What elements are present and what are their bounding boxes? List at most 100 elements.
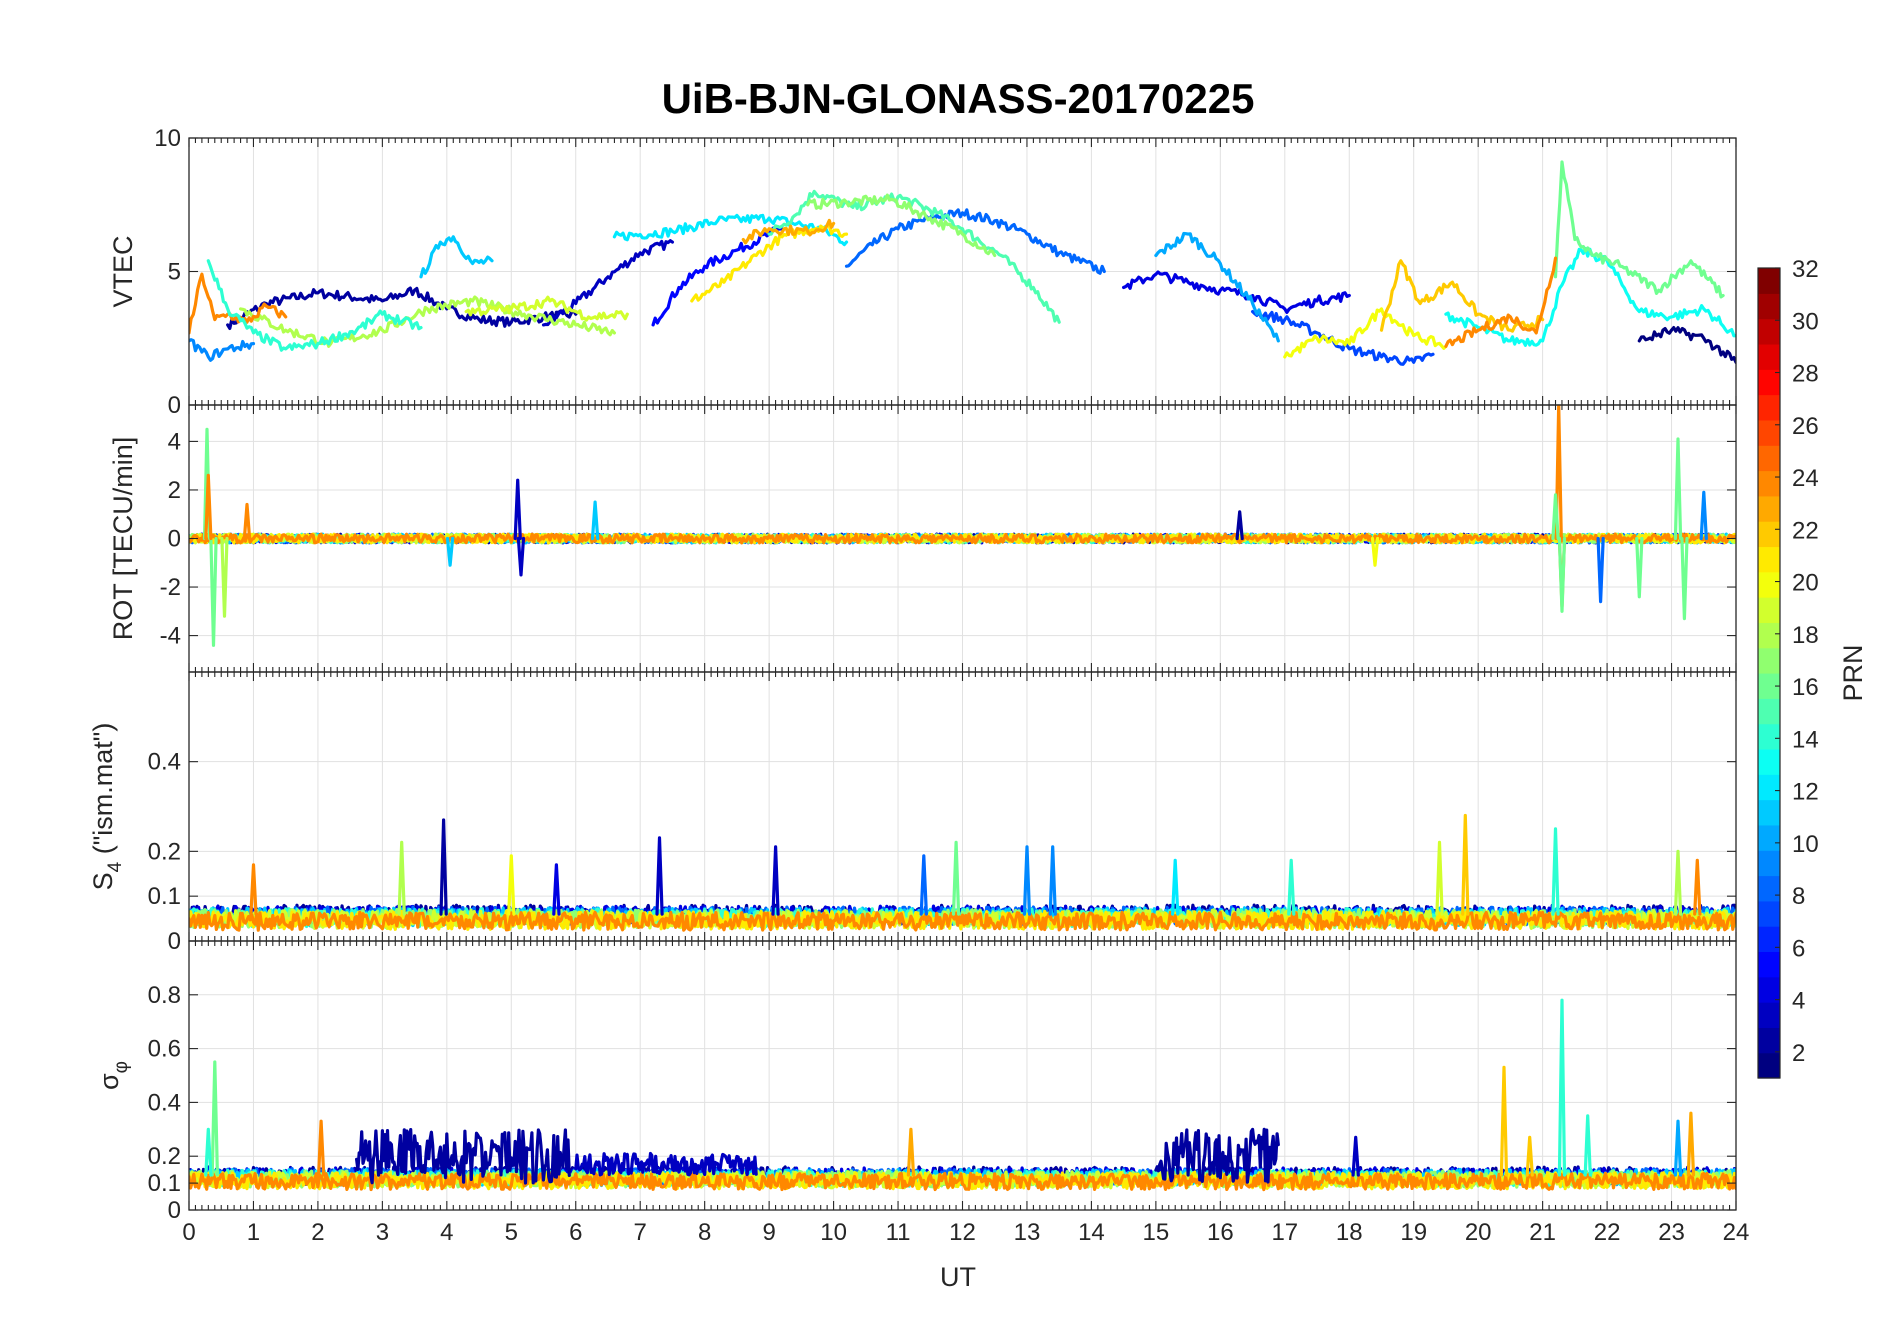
spike-prn-11 [590, 500, 600, 541]
colorbar-swatch-prn-23 [1758, 495, 1780, 522]
spike-prn-8 [1596, 536, 1605, 604]
spike-prn-16 [1551, 493, 1560, 541]
y-axis-label-subscript: φ [111, 1061, 132, 1073]
spike-prn-18 [220, 536, 229, 618]
colorbar-swatch-prn-18 [1758, 622, 1780, 649]
series-line-prn-17 [806, 193, 997, 258]
noise-trace-prn-24 [189, 910, 1736, 932]
spike-prn-16 [209, 536, 218, 647]
x-tick-label: 22 [1594, 1219, 1621, 1246]
series-line-prn-11 [419, 235, 494, 279]
panel-s4: 0 0.1 0.2 0.4 S4 ("ism.mat") [88, 671, 1737, 955]
colorbar-swatch-prn-5 [1758, 951, 1780, 978]
x-tick-label: 2 [311, 1219, 324, 1246]
spike-prn-16 [1557, 536, 1567, 613]
x-tick-label: 18 [1336, 1219, 1363, 1246]
series-line-prn-1 [1637, 326, 1736, 364]
y-axis-label: ROT [TECU/min] [108, 437, 138, 641]
y-tick-label: 0 [168, 526, 181, 553]
spike-prn-16 [210, 1060, 219, 1177]
y-tick-label: 0.6 [148, 1036, 181, 1063]
spike-prn-14 [1551, 827, 1560, 916]
colorbar-swatch-prn-13 [1758, 748, 1780, 775]
colorbar-swatch-prn-28 [1758, 369, 1780, 396]
colorbar-swatch-prn-29 [1758, 343, 1780, 370]
spike-prn-2 [439, 818, 448, 916]
traces [189, 813, 1736, 932]
x-tick-label: 10 [820, 1219, 847, 1246]
series-line-prn-15 [767, 189, 1061, 324]
x-tick-label: 3 [376, 1219, 389, 1246]
colorbar-swatch-prn-22 [1758, 521, 1780, 548]
series-line-prn-22 [1379, 259, 1545, 333]
x-tick-label: 1 [247, 1219, 260, 1246]
y-tick-label: 0.4 [148, 749, 181, 776]
colorbar-tick-label: 18 [1792, 622, 1819, 649]
colorbar-tick-label: 12 [1792, 779, 1819, 806]
colorbar-swatch-prn-15 [1758, 698, 1780, 725]
series-line-prn-20 [1283, 307, 1448, 359]
colorbar-tick-label: 14 [1792, 726, 1819, 753]
spike-prn-22 [1499, 1065, 1509, 1177]
spike-prn-24 [317, 1119, 326, 1177]
spike-prn-16 [1673, 437, 1683, 541]
spike-prn-3 [513, 478, 522, 541]
spike-prn-24 [204, 473, 213, 541]
colorbar-swatch-prn-11 [1758, 799, 1780, 826]
series-line-prn-19 [464, 295, 629, 322]
y-tick-label: 0.1 [148, 883, 181, 910]
colorbar-swatch-prn-30 [1758, 318, 1780, 345]
y-axis-label: VTEC [108, 235, 138, 307]
colorbar-tick-label: 28 [1792, 361, 1819, 388]
colorbar-swatch-prn-6 [1758, 926, 1780, 953]
x-tick-label: 7 [634, 1219, 647, 1246]
colorbar-swatch-prn-10 [1758, 824, 1780, 851]
spike-prn-22 [1461, 813, 1470, 916]
x-tick-label: 12 [949, 1219, 976, 1246]
colorbar-swatch-prn-12 [1758, 774, 1780, 801]
spike-prn-16 [1635, 536, 1644, 599]
spike-prn-16 [951, 840, 961, 916]
colorbar-tick-label: 4 [1792, 988, 1805, 1015]
series-line-prn-21 [690, 223, 849, 303]
y-tick-label: 0 [168, 392, 181, 419]
spike-prn-23 [906, 1127, 916, 1177]
series-line-prn-24 [189, 272, 288, 335]
x-tick-label: 9 [762, 1219, 775, 1246]
spike-prn-14 [1287, 858, 1296, 916]
colorbar-swatch-prn-31 [1758, 293, 1780, 320]
colorbar-swatch-prn-20 [1758, 571, 1780, 598]
colorbar-tick-label: 30 [1792, 308, 1819, 335]
colorbar-tick-label: 32 [1792, 256, 1819, 283]
panel-rot: -4 -2 0 2 4 ROT [TECU/min] [108, 404, 1737, 673]
x-tick-label: 24 [1723, 1219, 1750, 1246]
colorbar-tick-label: 20 [1792, 570, 1819, 597]
series-line-prn-7 [1251, 310, 1435, 366]
spike-prn-24 [242, 502, 252, 541]
colorbar-tick-label: 24 [1792, 465, 1819, 492]
colorbar-swatch-prn-32 [1758, 268, 1780, 294]
colorbar-swatch-prn-2 [1758, 1027, 1780, 1054]
y-tick-label: 0.8 [148, 982, 181, 1009]
x-tick-label: 14 [1078, 1219, 1105, 1246]
colorbar-swatch-prn-3 [1758, 1002, 1780, 1028]
series-line-prn-24 [1444, 256, 1558, 348]
series-line-prn-4 [1122, 270, 1351, 314]
series-line-prn-10 [1154, 231, 1280, 343]
colorbar-swatch-prn-8 [1758, 875, 1780, 902]
colorbar-swatch-prn-21 [1758, 546, 1780, 573]
colorbar-tick-label: 26 [1792, 413, 1819, 440]
x-tick-label: 11 [886, 1219, 911, 1246]
x-tick-label: 4 [440, 1219, 453, 1246]
x-tick-label: 20 [1465, 1219, 1492, 1246]
x-tick-label: 15 [1143, 1219, 1170, 1246]
y-tick-label: 10 [154, 125, 181, 152]
spike-prn-9 [1699, 490, 1708, 541]
colorbar-swatch-prn-14 [1758, 723, 1780, 750]
x-axis-label: UT [940, 1262, 976, 1292]
y-axis-label: σφ [94, 1061, 132, 1090]
colorbar-tick-label: 10 [1792, 831, 1819, 858]
x-tick-label: 16 [1207, 1219, 1234, 1246]
